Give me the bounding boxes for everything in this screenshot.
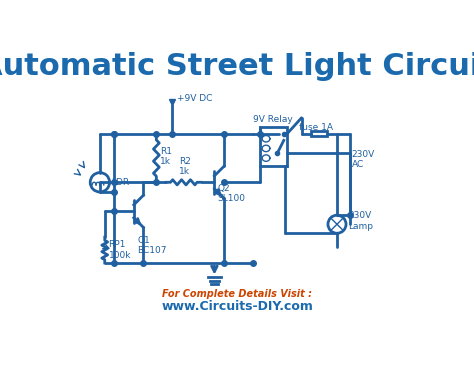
Text: For Complete Details Visit :: For Complete Details Visit : bbox=[162, 288, 312, 299]
Text: www.Circuits-DIY.com: www.Circuits-DIY.com bbox=[161, 300, 313, 313]
Text: +9V DC: +9V DC bbox=[177, 94, 213, 103]
Text: R1
1k: R1 1k bbox=[160, 147, 172, 166]
Text: Q1
BC107: Q1 BC107 bbox=[137, 236, 166, 255]
Text: Q2
SL100: Q2 SL100 bbox=[218, 184, 246, 203]
Bar bbox=[260, 127, 287, 166]
Bar bbox=[311, 131, 328, 136]
Text: LDR: LDR bbox=[111, 178, 129, 187]
Text: fuse 1A: fuse 1A bbox=[299, 123, 333, 132]
Text: 230V
AC: 230V AC bbox=[352, 150, 375, 169]
Text: RP1
100k: RP1 100k bbox=[109, 240, 131, 260]
Text: 9V Relay: 9V Relay bbox=[254, 115, 293, 124]
Text: R2
1k: R2 1k bbox=[179, 157, 191, 176]
Text: 230V
Lamp: 230V Lamp bbox=[348, 211, 374, 231]
Text: Automatic Street Light Circuit: Automatic Street Light Circuit bbox=[0, 52, 474, 81]
